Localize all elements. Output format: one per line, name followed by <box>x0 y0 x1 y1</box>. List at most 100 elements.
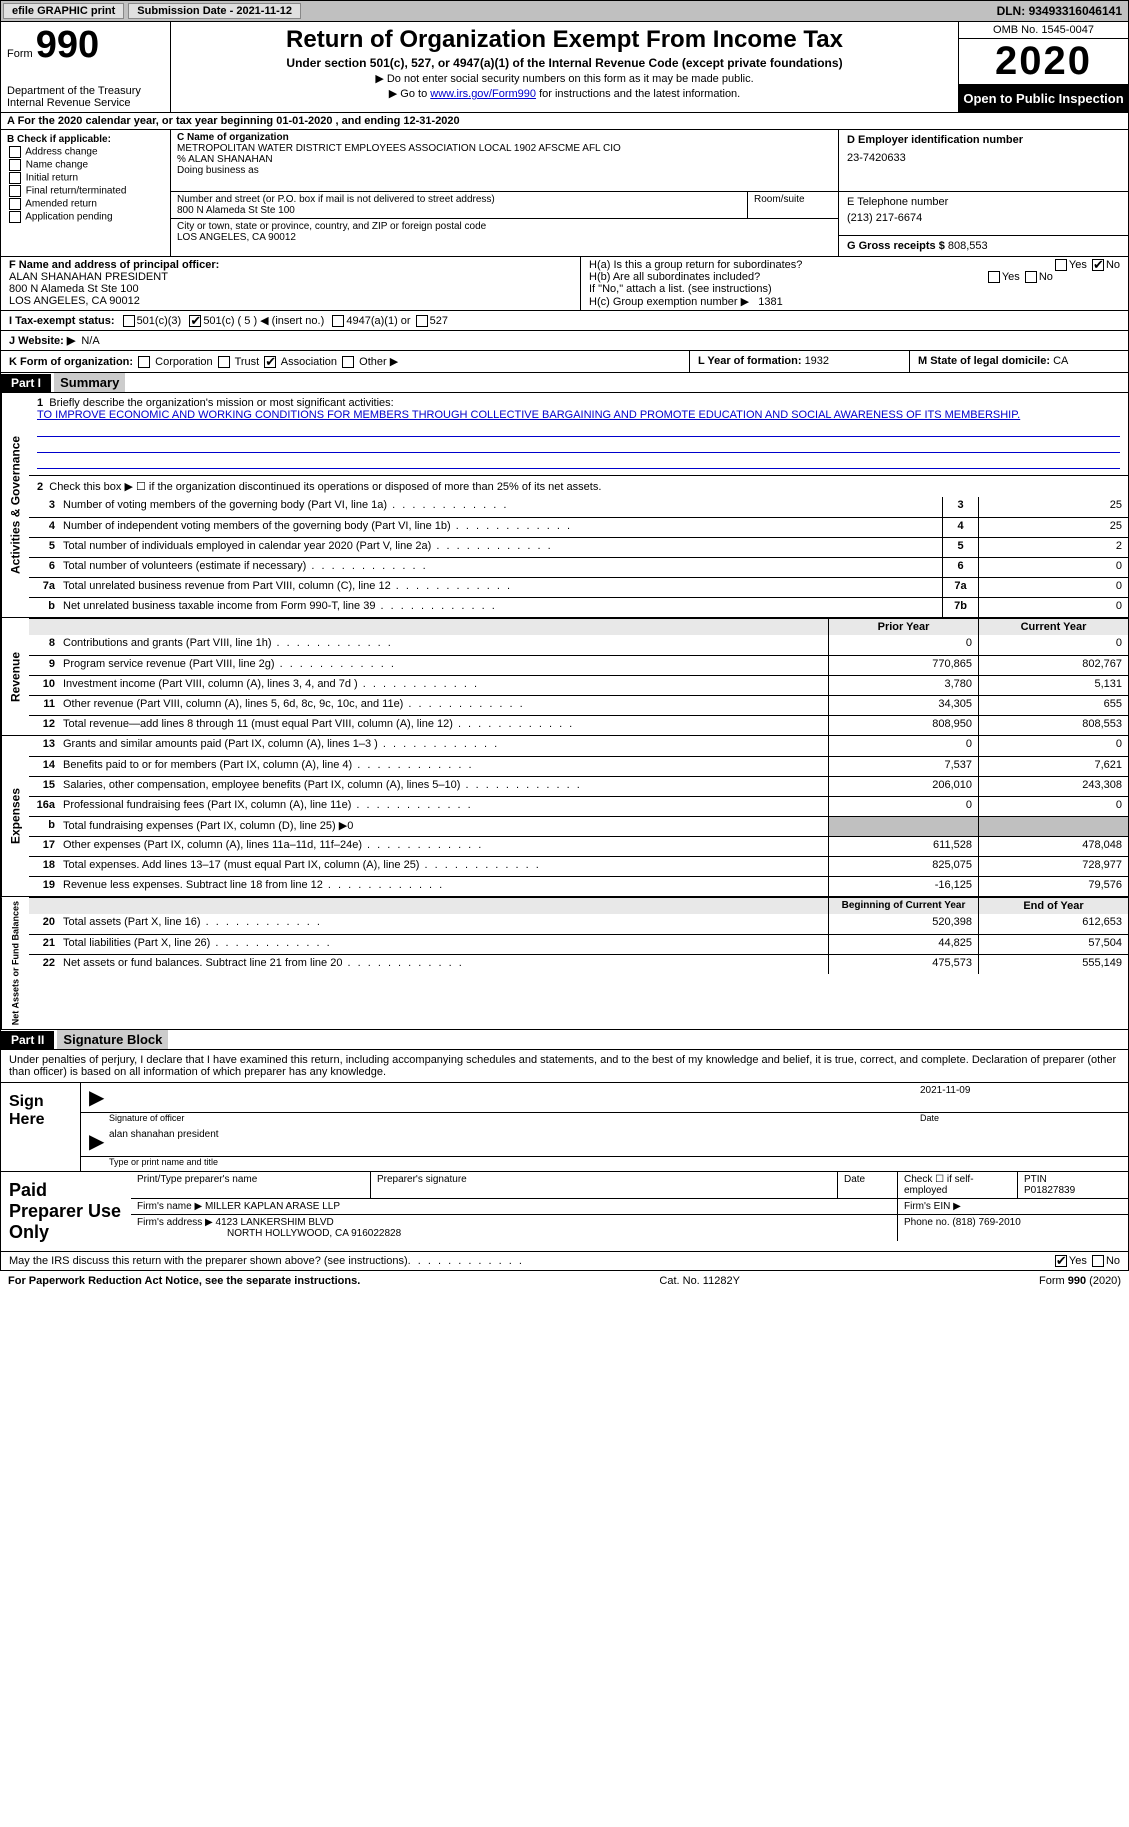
form-id-box: Form 990 Department of the Treasury Inte… <box>1 22 171 112</box>
part2-bar: Part II <box>1 1031 54 1049</box>
section-net-assets: Net Assets or Fund Balances Beginning of… <box>0 897 1129 1030</box>
telephone: (213) 217-6674 <box>847 212 1120 224</box>
cb-assoc[interactable] <box>264 356 276 368</box>
cb-527[interactable] <box>416 315 428 327</box>
line-21: 21 Total liabilities (Part X, line 26) 4… <box>29 934 1128 954</box>
part2-header: Part II Signature Block <box>0 1030 1129 1050</box>
part2-title: Signature Block <box>57 1030 168 1049</box>
box-d: D Employer identification number 23-7420… <box>838 130 1128 256</box>
line-10: 10 Investment income (Part VIII, column … <box>29 675 1128 695</box>
cb-final-return[interactable]: Final return/terminated <box>7 185 164 197</box>
signature-block: Under penalties of perjury, I declare th… <box>0 1050 1129 1271</box>
line-9: 9 Program service revenue (Part VIII, li… <box>29 655 1128 675</box>
ha-no[interactable] <box>1092 259 1104 271</box>
firm-name: MILLER KAPLAN ARASE LLP <box>205 1201 340 1212</box>
discuss-no[interactable] <box>1092 1255 1104 1267</box>
footer-left: For Paperwork Reduction Act Notice, see … <box>8 1275 360 1287</box>
blank-line <box>37 423 1120 437</box>
box-c: C Name of organization METROPOLITAN WATE… <box>171 130 838 256</box>
irs-link[interactable]: www.irs.gov/Form990 <box>430 88 536 100</box>
sidelabel-governance: Activities & Governance <box>1 393 29 617</box>
sign-here-label: Sign Here <box>1 1083 81 1171</box>
cb-501c3[interactable] <box>123 315 135 327</box>
line-1: 1 Briefly describe the organization's mi… <box>29 393 1128 475</box>
h-b: H(b) Are all subordinates included? Yes … <box>589 271 1120 283</box>
gross-receipts: G Gross receipts $ 808,553 <box>839 236 1128 256</box>
officer-name-line: ▶ alan shanahan president <box>81 1127 1128 1157</box>
form-title: Return of Organization Exempt From Incom… <box>179 26 950 54</box>
line-12: 12 Total revenue—add lines 8 through 11 … <box>29 715 1128 735</box>
h-b-note: If "No," attach a list. (see instruction… <box>589 283 1120 295</box>
cb-address-change[interactable]: Address change <box>7 146 164 158</box>
cb-application-pending[interactable]: Application pending <box>7 211 164 223</box>
line-8: 8 Contributions and grants (Part VIII, l… <box>29 635 1128 655</box>
submission-date-button[interactable]: Submission Date - 2021-11-12 <box>128 3 301 19</box>
discuss-yes[interactable] <box>1055 1255 1067 1267</box>
footer-right: Form 990 (2020) <box>1039 1275 1121 1287</box>
discuss-row: May the IRS discuss this return with the… <box>1 1251 1128 1270</box>
room-suite: Room/suite <box>748 192 838 218</box>
period-end: 12-31-2020 <box>403 115 459 127</box>
firm-addr1: 4123 LANKERSHIM BLVD <box>216 1217 334 1228</box>
period-row: A For the 2020 calendar year, or tax yea… <box>0 113 1129 130</box>
line-16a: 16a Professional fundraising fees (Part … <box>29 796 1128 816</box>
form-header: Form 990 Department of the Treasury Inte… <box>0 22 1129 113</box>
footer-mid: Cat. No. 11282Y <box>659 1275 740 1287</box>
dba-label: Doing business as <box>177 165 832 176</box>
officer-addr1: 800 N Alameda St Ste 100 <box>9 283 572 295</box>
cb-trust[interactable] <box>218 356 230 368</box>
blank-line <box>37 455 1120 469</box>
cb-name-change[interactable]: Name change <box>7 159 164 171</box>
line-22: 22 Net assets or fund balances. Subtract… <box>29 954 1128 974</box>
org-name: METROPOLITAN WATER DISTRICT EMPLOYEES AS… <box>177 143 832 154</box>
gov-line-7a: 7a Total unrelated business revenue from… <box>29 577 1128 597</box>
paid-preparer-block: Paid Preparer Use Only Print/Type prepar… <box>1 1171 1128 1251</box>
line-18: 18 Total expenses. Add lines 13–17 (must… <box>29 856 1128 876</box>
arrow-icon: ▶ <box>89 1085 109 1110</box>
addr-row: Number and street (or P.O. box if mail i… <box>171 192 838 218</box>
row-m: M State of legal domicile: CA <box>909 351 1129 373</box>
row-l: L Year of formation: 1932 <box>689 351 909 373</box>
inspection-label: Open to Public Inspection <box>959 85 1128 112</box>
line-17: 17 Other expenses (Part IX, column (A), … <box>29 836 1128 856</box>
hb-yes[interactable] <box>988 271 1000 283</box>
firm-addr2: NORTH HOLLYWOOD, CA 916022828 <box>227 1228 401 1239</box>
line-15: 15 Salaries, other compensation, employe… <box>29 776 1128 796</box>
form-subtitle: Under section 501(c), 527, or 4947(a)(1)… <box>179 56 950 70</box>
gov-line-6: 6 Total number of volunteers (estimate i… <box>29 557 1128 577</box>
box-b: B Check if applicable: Address change Na… <box>1 130 171 256</box>
sidelabel-net: Net Assets or Fund Balances <box>1 897 29 1029</box>
period-begin: 01-01-2020 <box>276 115 332 127</box>
hb-no[interactable] <box>1025 271 1037 283</box>
city-row: City or town, state or province, country… <box>171 218 838 245</box>
submission-date: 2021-11-12 <box>236 5 292 17</box>
section-expenses: Expenses 13 Grants and similar amounts p… <box>0 736 1129 897</box>
cb-501c[interactable] <box>189 315 201 327</box>
revenue-header: Prior Year Current Year <box>29 618 1128 635</box>
city-state-zip: LOS ANGELES, CA 90012 <box>177 232 832 243</box>
cb-other[interactable] <box>342 356 354 368</box>
row-k: K Form of organization: Corporation Trus… <box>0 351 689 373</box>
gov-line-3: 3 Number of voting members of the govern… <box>29 497 1128 517</box>
tax-year: 2020 <box>959 39 1128 85</box>
line-b: b Total fundraising expenses (Part IX, c… <box>29 816 1128 836</box>
form-number: 990 <box>36 24 99 66</box>
firm-phone: (818) 769-2010 <box>952 1217 1020 1228</box>
gov-line-4: 4 Number of independent voting members o… <box>29 517 1128 537</box>
cb-initial-return[interactable]: Initial return <box>7 172 164 184</box>
cb-corp[interactable] <box>138 356 150 368</box>
title-box: Return of Organization Exempt From Incom… <box>171 22 958 112</box>
cb-4947[interactable] <box>332 315 344 327</box>
omb-number: OMB No. 1545-0047 <box>959 22 1128 39</box>
ptin-value: P01827839 <box>1024 1185 1075 1196</box>
line-2: 2 Check this box ▶ ☐ if the organization… <box>29 475 1128 497</box>
box-f: F Name and address of principal officer:… <box>1 257 581 310</box>
cb-amended-return[interactable]: Amended return <box>7 198 164 210</box>
line-13: 13 Grants and similar amounts paid (Part… <box>29 736 1128 756</box>
ha-yes[interactable] <box>1055 259 1067 271</box>
section-governance: Activities & Governance 1 Briefly descri… <box>0 393 1129 618</box>
officer-signature-line[interactable]: ▶ 2021-11-09 <box>81 1083 1128 1113</box>
box-b-header: B Check if applicable: <box>7 134 164 145</box>
efile-print-button[interactable]: efile GRAPHIC print <box>3 3 124 19</box>
section-revenue: Revenue Prior Year Current Year 8 Contri… <box>0 618 1129 736</box>
